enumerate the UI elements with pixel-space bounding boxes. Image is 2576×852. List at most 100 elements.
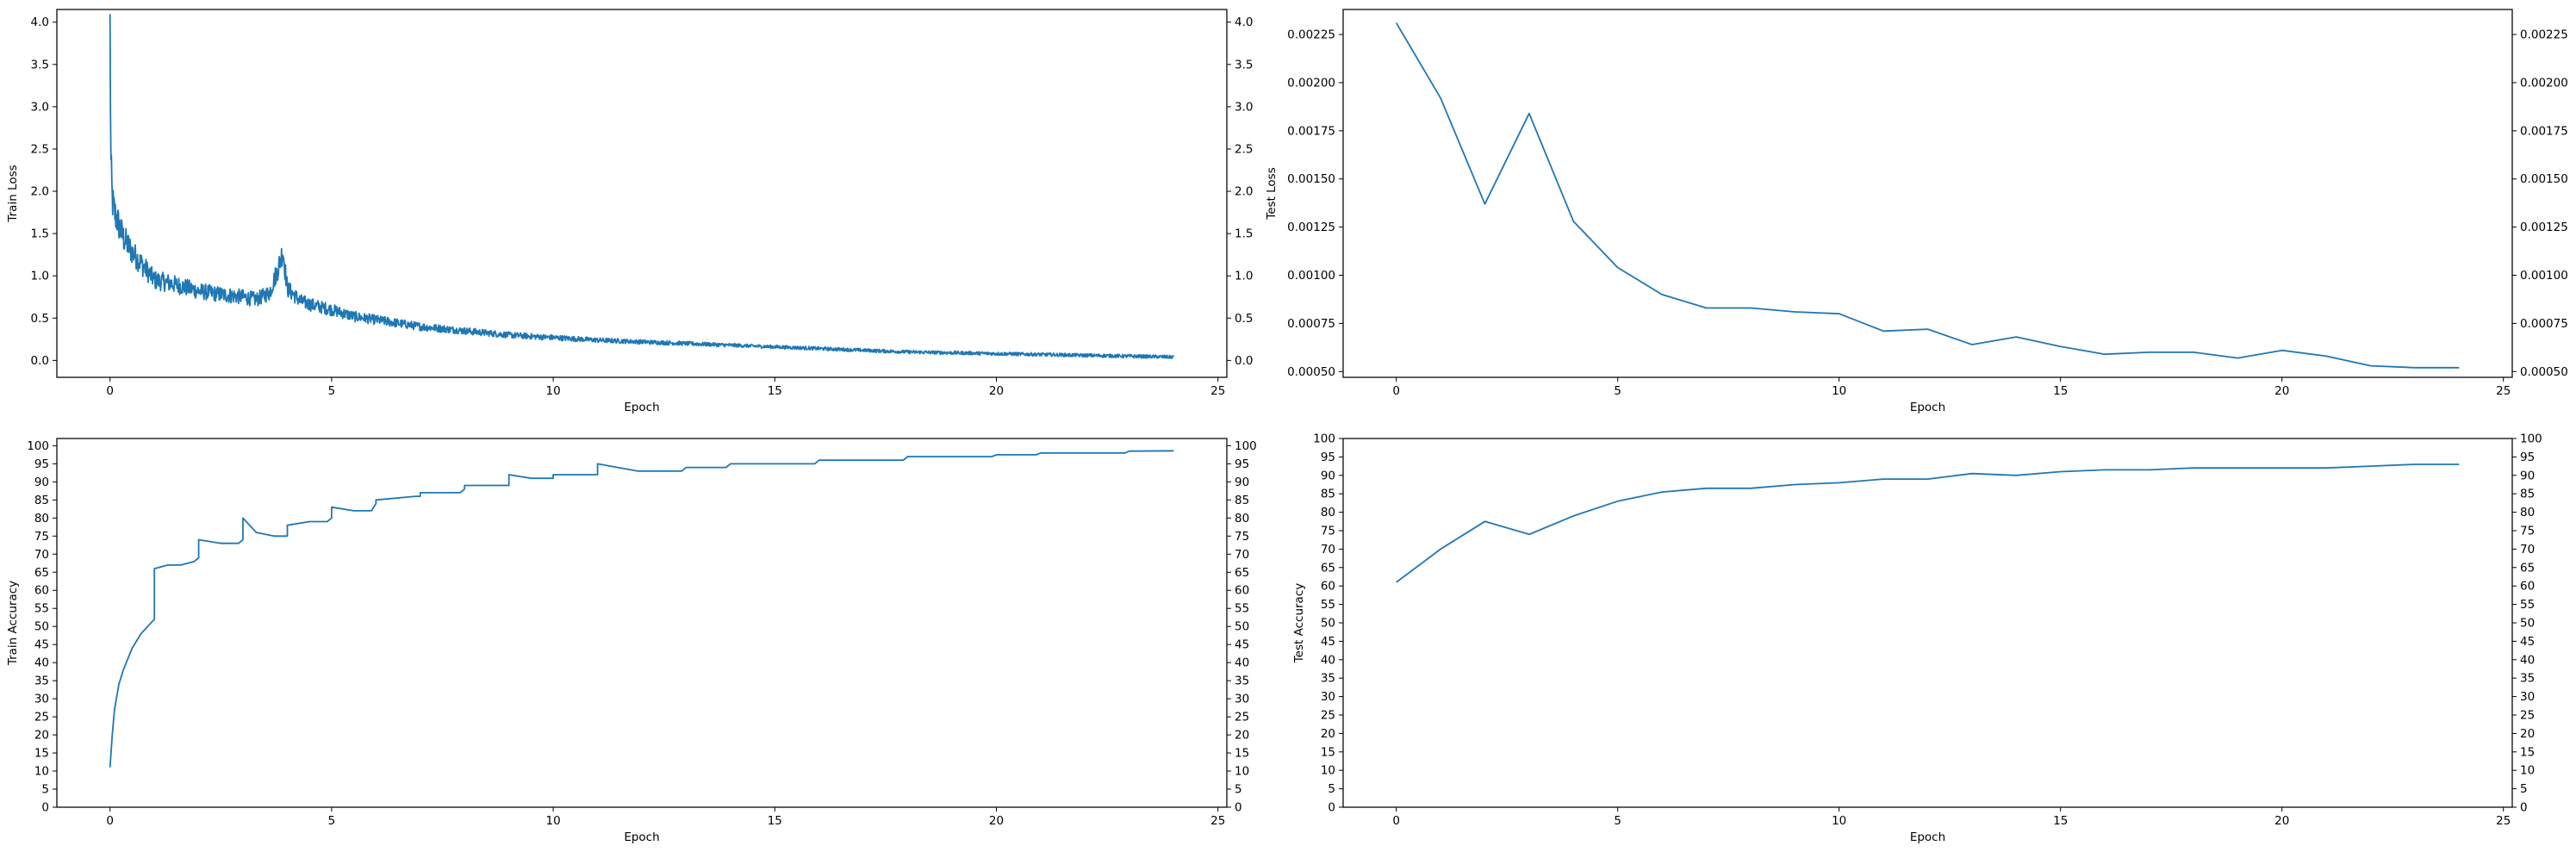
y-tick-label-left: 40	[1321, 653, 1335, 667]
x-tick-label: 15	[2053, 814, 2068, 828]
y-axis-label: Train Accuracy	[6, 581, 20, 666]
x-tick-label: 25	[2496, 384, 2511, 398]
y-tick-label-left: 75	[34, 530, 49, 544]
y-tick-label-left: 45	[34, 638, 49, 652]
x-tick-label: 5	[328, 384, 336, 398]
y-tick-label-left: 50	[1321, 617, 1335, 631]
y-tick-label-right: 55	[2520, 598, 2535, 612]
y-tick-label-right: 85	[1235, 494, 1249, 507]
x-tick-label: 15	[768, 814, 782, 828]
y-tick-label-left: 0.00100	[1287, 269, 1335, 283]
y-tick-label-left: 0.00075	[1287, 317, 1335, 331]
y-tick-label-right: 100	[1235, 439, 1257, 453]
y-tick-label-left: 100	[1313, 432, 1335, 446]
y-tick-label-right: 15	[1235, 747, 1249, 761]
y-tick-label-left: 0.00225	[1287, 28, 1335, 42]
y-tick-label-left: 35	[1321, 672, 1335, 686]
y-tick-label-right: 2.5	[1235, 142, 1253, 156]
series-line	[1395, 22, 2460, 369]
y-tick-label-right: 0	[2520, 801, 2528, 815]
y-tick-label-left: 25	[34, 711, 49, 725]
y-tick-label-right: 95	[1235, 457, 1249, 471]
y-tick-label-left: 0.0	[31, 354, 49, 368]
y-tick-label-right: 1.5	[1235, 227, 1253, 241]
y-tick-label-left: 5	[41, 783, 49, 797]
x-tick-label: 20	[989, 814, 1004, 828]
x-tick-label: 0	[106, 814, 114, 828]
y-tick-label-left: 65	[1321, 561, 1335, 575]
y-tick-label-right: 70	[2520, 543, 2535, 557]
y-tick-label-right: 5	[1235, 783, 1242, 797]
y-tick-label-right: 60	[1235, 584, 1249, 598]
y-tick-label-right: 85	[2520, 488, 2535, 501]
y-tick-label-left: 15	[34, 747, 49, 761]
y-tick-label-left: 90	[1321, 469, 1335, 482]
y-axis-label: Test Loss	[1265, 167, 1279, 221]
y-tick-label-left: 4.0	[31, 16, 49, 29]
y-axis-label: Test Accuracy	[1292, 583, 1306, 664]
x-axis-label: Epoch	[1910, 401, 1945, 414]
y-tick-label-right: 20	[1235, 729, 1249, 743]
y-tick-label-right: 10	[2520, 764, 2535, 778]
y-tick-label-left: 1.0	[31, 270, 49, 283]
y-tick-label-left: 0.00050	[1287, 365, 1335, 379]
x-tick-label: 10	[546, 384, 561, 398]
chart-panel-0: 0 5 10 15 20 25 0.0 0.0 0.5 0.5 1.0 1.0 1.5 1.5 2.0 2.0…	[6, 9, 1253, 414]
y-tick-label-right: 0.0	[1235, 354, 1253, 368]
y-tick-label-right: 80	[2520, 506, 2535, 519]
y-tick-label-right: 0.00175	[2520, 124, 2568, 138]
x-tick-label: 10	[1832, 814, 1846, 828]
y-tick-label-right: 80	[1235, 512, 1249, 526]
y-tick-label-left: 0.00125	[1287, 221, 1335, 234]
y-tick-label-right: 65	[2520, 561, 2535, 575]
x-tick-label: 15	[2053, 384, 2068, 398]
y-tick-label-left: 80	[1321, 506, 1335, 519]
y-tick-label-right: 90	[1235, 476, 1249, 489]
y-tick-label-left: 90	[34, 476, 49, 489]
y-tick-label-right: 30	[2520, 690, 2535, 704]
y-tick-label-right: 0.00100	[2520, 269, 2568, 283]
y-tick-label-left: 0	[1328, 801, 1335, 815]
x-tick-label: 20	[989, 384, 1004, 398]
y-tick-label-left: 75	[1321, 525, 1335, 538]
y-tick-label-right: 3.5	[1235, 58, 1253, 72]
y-tick-label-right: 15	[2520, 745, 2535, 759]
y-tick-label-left: 2.0	[31, 185, 49, 199]
y-tick-label-left: 0.5	[31, 312, 49, 326]
x-tick-label: 20	[2274, 384, 2289, 398]
x-tick-label: 25	[1210, 814, 1225, 828]
x-tick-label: 0	[1392, 814, 1400, 828]
y-tick-label-right: 95	[2520, 451, 2535, 464]
y-tick-label-left: 10	[1321, 764, 1335, 778]
y-tick-label-right: 0.00075	[2520, 317, 2568, 331]
y-tick-label-left: 60	[34, 584, 49, 598]
x-tick-label: 5	[328, 814, 336, 828]
plot-frame	[56, 438, 1228, 808]
y-tick-label-right: 0.00200	[2520, 76, 2568, 90]
y-tick-label-left: 10	[34, 765, 49, 779]
y-tick-label-right: 1.0	[1235, 270, 1253, 283]
y-tick-label-right: 50	[2520, 617, 2535, 631]
y-tick-label-right: 25	[1235, 711, 1249, 725]
x-tick-label: 0	[106, 384, 114, 398]
y-tick-label-left: 95	[1321, 451, 1335, 464]
y-tick-label-left: 0.00175	[1287, 124, 1335, 138]
y-tick-label-left: 0	[41, 801, 49, 815]
y-tick-label-right: 3.0	[1235, 100, 1253, 114]
y-tick-label-left: 2.5	[31, 142, 49, 156]
y-tick-label-right: 40	[1235, 656, 1249, 670]
x-axis-label: Epoch	[624, 830, 659, 844]
y-tick-label-left: 0.00150	[1287, 172, 1335, 186]
y-tick-label-left: 3.5	[31, 58, 49, 72]
x-tick-label: 0	[1392, 384, 1400, 398]
y-tick-label-right: 30	[1235, 693, 1249, 706]
y-tick-label-left: 85	[1321, 488, 1335, 501]
series-line	[109, 450, 1174, 768]
x-tick-label: 5	[1614, 814, 1621, 828]
y-tick-label-left: 65	[34, 566, 49, 580]
y-tick-label-left: 55	[34, 602, 49, 616]
y-tick-label-left: 45	[1321, 635, 1335, 649]
y-tick-label-left: 3.0	[31, 100, 49, 114]
